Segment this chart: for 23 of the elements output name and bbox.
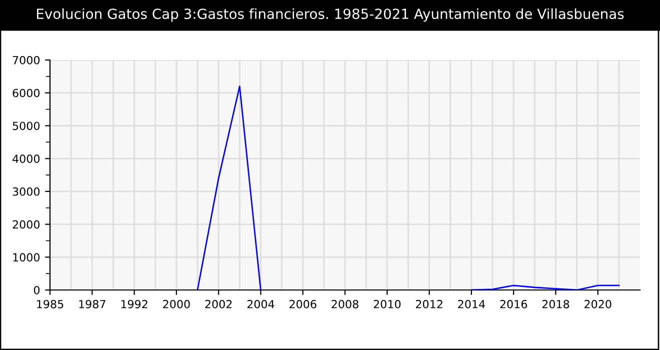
- y-tick-label: 7000: [12, 56, 40, 64]
- x-tick-label: 2002: [205, 300, 232, 308]
- y-tick-label: 1000: [13, 253, 40, 262]
- y-tick-label: 3000: [12, 187, 40, 196]
- x-tick-label: 2018: [542, 300, 570, 308]
- y-tick-label: 6000: [12, 88, 40, 98]
- x-tick-label: 1992: [121, 300, 148, 308]
- x-tick-label: 2014: [458, 300, 485, 308]
- y-tick-label: 4000: [12, 154, 40, 163]
- x-tick-label: 2000: [163, 300, 190, 308]
- x-tick-label: 2016: [500, 300, 528, 308]
- x-tick-label: 1985: [37, 300, 64, 308]
- chart-title: Evolucion Gatos Cap 3:Gastos financieros. 1985-2021 Ayuntamiento de Villasbuenas: [37, 8, 624, 22]
- x-tick-label: 2006: [290, 300, 316, 308]
- x-tick-label: 2010: [374, 300, 401, 308]
- y-tick-label: 0: [34, 286, 40, 294]
- y-tick-label: 2000: [12, 220, 40, 229]
- y-tick-label: 5000: [12, 122, 40, 130]
- x-tick-label: 2020: [584, 300, 612, 308]
- x-tick-label: 1987: [79, 300, 106, 308]
- x-tick-label: 2012: [416, 300, 442, 308]
- x-tick-label: 2008: [332, 300, 358, 308]
- x-tick-label: 2004: [247, 300, 274, 308]
